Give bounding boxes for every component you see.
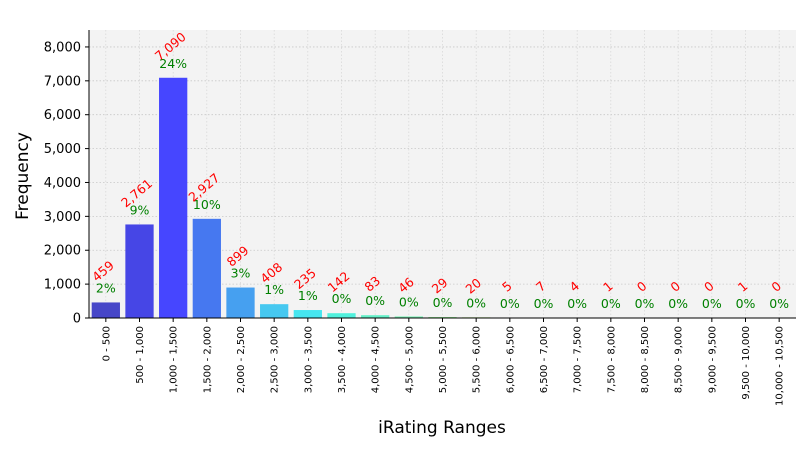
- percent-label: 24%: [159, 56, 187, 71]
- y-axis-title: Frequency: [13, 132, 33, 220]
- y-tick-label: 8,000: [44, 40, 81, 55]
- x-tick-label: 8,000 - 8,500: [640, 326, 651, 393]
- percent-label: 9%: [130, 202, 150, 217]
- x-tick-label: 10,000 - 10,500: [775, 326, 786, 406]
- percent-label: 0%: [433, 295, 453, 310]
- x-tick-label: 1,500 - 2,000: [202, 326, 213, 393]
- x-tick-label: 4,000 - 4,500: [371, 326, 382, 393]
- percent-label: 2%: [96, 280, 116, 295]
- x-tick-label: 6,000 - 6,500: [505, 326, 516, 393]
- x-tick-label: 2,500 - 3,000: [270, 326, 281, 393]
- bar: [394, 316, 423, 318]
- x-tick-label: 3,500 - 4,000: [337, 326, 348, 393]
- percent-label: 0%: [702, 296, 722, 311]
- percent-label: 10%: [193, 197, 221, 212]
- y-tick-label: 3,000: [44, 210, 81, 225]
- grid-lines: [89, 30, 796, 318]
- x-tick-label: 9,500 - 10,000: [741, 326, 752, 400]
- x-tick-label: 9,000 - 9,500: [707, 326, 718, 393]
- x-tick-label: 3,000 - 3,500: [303, 326, 314, 393]
- bar: [293, 310, 322, 318]
- bars: [91, 77, 760, 319]
- percent-label: 0%: [534, 296, 554, 311]
- percent-label: 0%: [399, 294, 419, 309]
- bar: [192, 218, 221, 318]
- x-tick-label: 6,500 - 7,000: [539, 326, 550, 393]
- x-tick-label: 500 - 1,000: [135, 326, 146, 384]
- percent-label: 0%: [332, 291, 352, 306]
- percent-label: 0%: [365, 293, 385, 308]
- y-tick-label: 4,000: [44, 176, 81, 191]
- bar: [327, 313, 356, 318]
- percent-label: 3%: [231, 266, 251, 281]
- x-tick-label: 5,000 - 5,500: [438, 326, 449, 393]
- percent-label: 0%: [567, 296, 587, 311]
- percent-label: 0%: [601, 296, 621, 311]
- x-tick-label: 2,000 - 2,500: [236, 326, 247, 393]
- y-tick-label: 1,000: [44, 278, 81, 293]
- axes: 0 1,000 2,000 3,000 4,000 5,000 6,000 7,000 8,00…: [44, 30, 796, 406]
- bar: [260, 304, 289, 318]
- x-tick-label: 5,500 - 6,000: [472, 326, 483, 393]
- bar: [361, 315, 390, 318]
- data-labels: 2%4599%2,76124%7,09010%2,9273%8991%4081%…: [89, 29, 789, 311]
- percent-label: 0%: [736, 296, 756, 311]
- bar: [125, 224, 154, 318]
- x-tick-label: 4,500 - 5,000: [404, 326, 415, 393]
- bar: [226, 287, 255, 318]
- bar: [91, 302, 120, 318]
- x-tick-label: 7,500 - 8,000: [606, 326, 617, 393]
- y-tick-label: 5,000: [44, 142, 81, 157]
- y-tick-label: 2,000: [44, 244, 81, 259]
- percent-label: 1%: [264, 282, 284, 297]
- percent-label: 0%: [769, 296, 789, 311]
- percent-label: 0%: [500, 296, 520, 311]
- y-tick-label: 0: [73, 312, 81, 327]
- percent-label: 1%: [298, 288, 318, 303]
- x-tick-label: 7,000 - 7,500: [573, 326, 584, 393]
- y-tick-label: 6,000: [44, 108, 81, 123]
- y-tick-label: 7,000: [44, 74, 81, 89]
- bar: [159, 77, 188, 319]
- percent-label: 0%: [635, 296, 655, 311]
- x-tick-label: 1,000 - 1,500: [169, 326, 180, 393]
- percent-label: 0%: [668, 296, 688, 311]
- x-axis-title: iRating Ranges: [378, 418, 506, 438]
- x-tick-label: 0 - 500: [101, 326, 112, 361]
- x-tick-label: 8,500 - 9,000: [674, 326, 685, 393]
- percent-label: 0%: [466, 295, 486, 310]
